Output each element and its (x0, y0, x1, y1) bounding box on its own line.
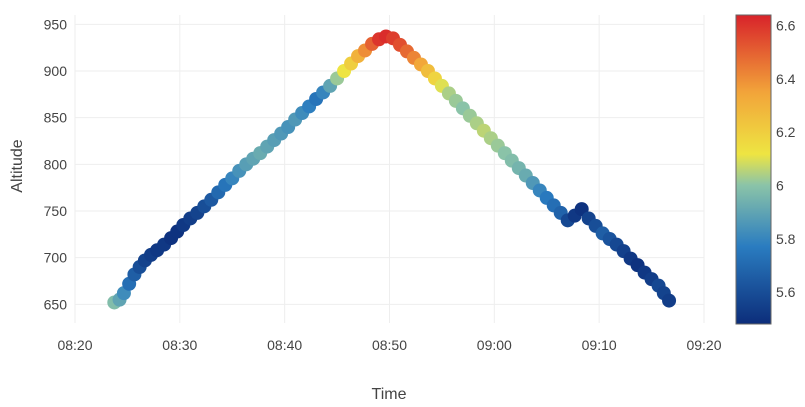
colorbar-tick-label: 6.6 (776, 18, 796, 34)
y-tick-label: 950 (44, 16, 68, 32)
x-tick-label: 08:30 (162, 337, 197, 353)
colorbar-tick-label: 5.8 (776, 231, 796, 247)
colorbar-tick-label: 6.2 (776, 124, 796, 140)
y-tick-label: 900 (44, 63, 68, 79)
y-tick-label: 650 (44, 296, 68, 312)
x-tick-label: 09:20 (686, 337, 721, 353)
x-tick-label: 08:50 (372, 337, 407, 353)
gridlines (74, 15, 705, 323)
colorbar-tick-label: 6 (776, 177, 784, 193)
colorbar-ramp (735, 14, 772, 325)
x-tick-label: 09:10 (582, 337, 617, 353)
x-tick-label: 08:40 (267, 337, 302, 353)
colorbar: 5.6 5.8 6 6.2 6.4 6.6 (735, 14, 796, 325)
x-tick-label: 08:20 (57, 337, 92, 353)
data-points (107, 29, 677, 310)
axes: 08:20 08:30 08:40 08:50 09:00 09:10 09:20 650 70… (44, 16, 722, 353)
colorbar-tick-label: 5.6 (776, 284, 796, 300)
colorbar-tick-label: 6.4 (776, 71, 796, 87)
x-tick-label: 09:00 (477, 337, 512, 353)
y-tick-label: 850 (44, 110, 68, 126)
colorbar-ticks: 5.6 5.8 6 6.2 6.4 6.6 (776, 18, 796, 300)
y-tick-label: 800 (44, 156, 68, 172)
data-point (662, 293, 677, 308)
y-tick-label: 700 (44, 250, 68, 266)
x-axis-title: Time (372, 386, 407, 403)
y-axis-title: Altitude (9, 139, 26, 192)
y-tick-label: 750 (44, 203, 68, 219)
